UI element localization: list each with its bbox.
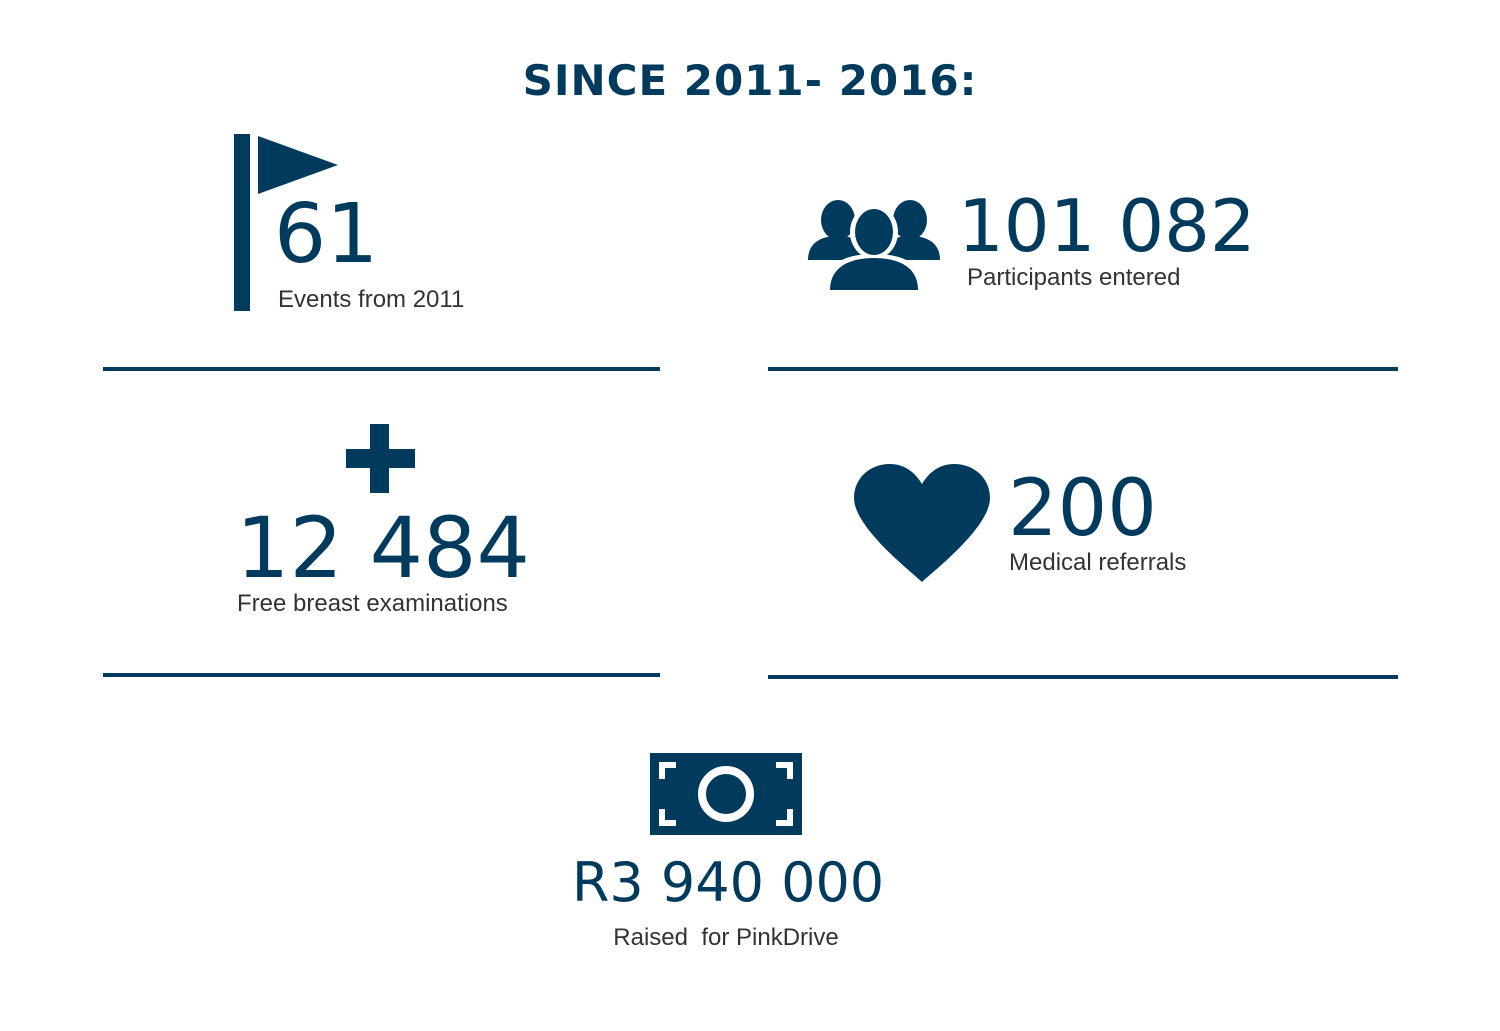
divider-right-top	[768, 367, 1398, 371]
events-count: 61	[274, 187, 379, 282]
flag-icon	[234, 134, 344, 314]
examinations-label: Free breast examinations	[237, 590, 508, 617]
divider-left-top	[103, 367, 660, 371]
divider-left-bottom	[103, 673, 660, 677]
divider-right-bottom	[768, 675, 1398, 679]
page-title: SINCE 2011- 2016:	[522, 56, 978, 105]
people-icon	[808, 198, 940, 290]
heart-icon	[854, 464, 990, 584]
raised-label: Raised for PinkDrive	[613, 924, 839, 951]
participants-label: Participants entered	[967, 264, 1181, 291]
participants-count: 101 082	[958, 184, 1256, 268]
money-icon	[650, 753, 802, 835]
examinations-count: 12 484	[236, 499, 530, 597]
plus-icon	[346, 424, 416, 494]
referrals-label: Medical referrals	[1009, 549, 1187, 576]
referrals-count: 200	[1008, 464, 1157, 554]
raised-amount: R3 940 000	[571, 851, 885, 914]
events-label: Events from 2011	[278, 286, 465, 313]
